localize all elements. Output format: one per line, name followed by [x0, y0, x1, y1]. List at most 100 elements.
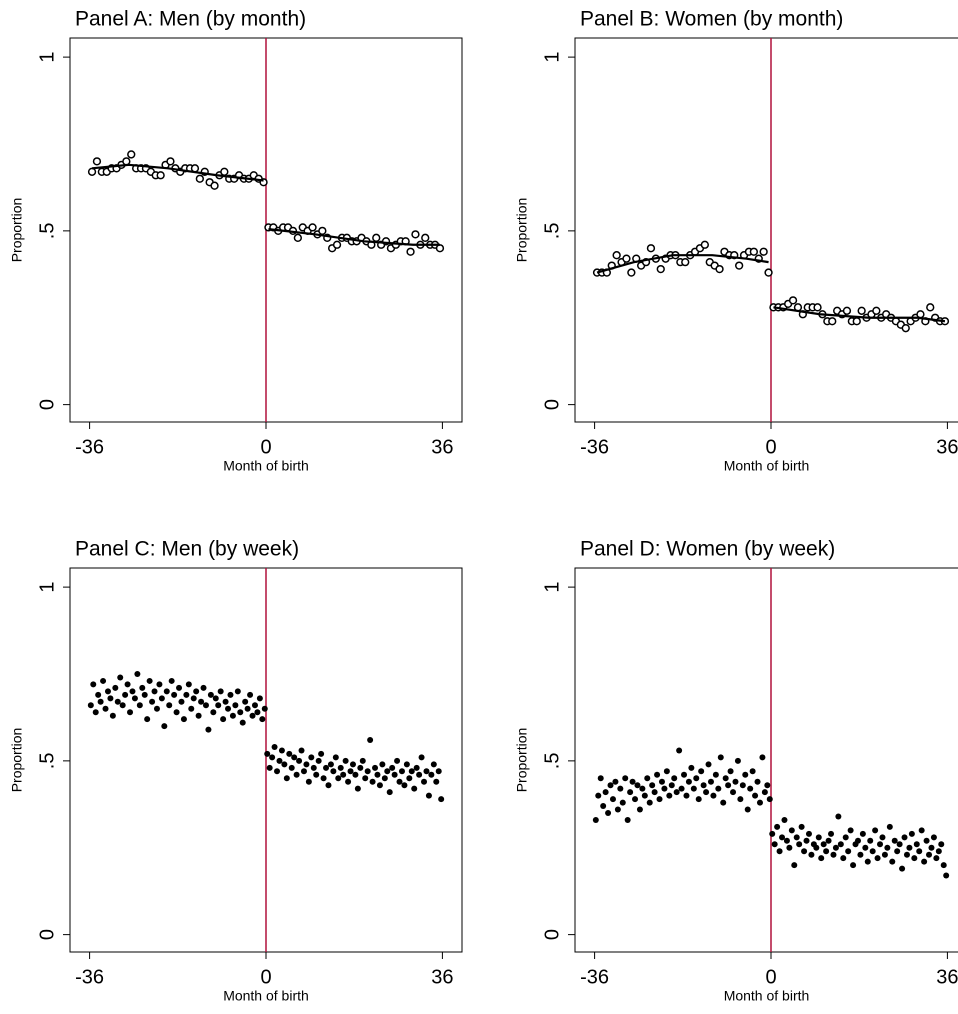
data-point [195, 174, 205, 183]
data-point [293, 233, 303, 242]
data-point [641, 792, 648, 799]
data-point [636, 806, 643, 813]
data-point [386, 789, 393, 796]
data-point [918, 827, 925, 834]
data-point [730, 789, 737, 796]
data-point [886, 823, 893, 830]
data-point [703, 789, 710, 796]
data-point [943, 872, 950, 879]
data-point [178, 698, 185, 705]
data-point [337, 764, 344, 771]
data-point [614, 806, 621, 813]
data-point [921, 858, 928, 865]
y-tick-label: 0 [36, 399, 58, 410]
data-point [327, 761, 334, 768]
data-point [430, 761, 437, 768]
data-point [774, 823, 781, 830]
data-point [421, 233, 430, 242]
data-point [930, 834, 937, 841]
data-point [261, 705, 268, 712]
data-point [656, 796, 663, 803]
y-axis-label: Proportion [514, 198, 530, 263]
data-point [112, 684, 119, 691]
panel-title: Panel D: Women (by week) [580, 538, 835, 561]
data-point [229, 712, 236, 719]
data-point [688, 764, 695, 771]
x-axis-label: Month of birth [724, 458, 810, 474]
data-point [149, 698, 156, 705]
data-point [107, 695, 114, 702]
data-point [869, 848, 876, 855]
data-point [195, 712, 202, 719]
data-point [127, 150, 136, 159]
data-point [813, 844, 820, 851]
data-point [663, 768, 670, 775]
data-point [271, 743, 278, 750]
data-point [254, 709, 261, 716]
data-point [916, 848, 923, 855]
data-point [815, 834, 822, 841]
data-point [717, 754, 724, 761]
data-point [381, 775, 388, 782]
data-point [681, 257, 690, 267]
data-point [217, 688, 224, 695]
data-point [884, 844, 891, 851]
x-tick-label: 0 [260, 966, 271, 988]
data-point [357, 764, 364, 771]
data-point [796, 841, 803, 848]
data-point [166, 702, 173, 709]
data-point [609, 796, 616, 803]
data-point [376, 782, 383, 789]
data-point [391, 771, 398, 778]
data-point [313, 771, 320, 778]
data-point [911, 855, 918, 862]
data-point [739, 782, 746, 789]
data-point [276, 757, 283, 764]
data-point [705, 761, 712, 768]
data-point [881, 851, 888, 858]
data-point [104, 688, 111, 695]
data-point [700, 240, 709, 249]
y-axis-label: Proportion [9, 198, 25, 263]
data-point [310, 764, 317, 771]
data-point [685, 778, 692, 785]
data-point [928, 844, 935, 851]
plot-frame [574, 567, 958, 953]
data-point [305, 778, 312, 785]
data-point [122, 691, 129, 698]
data-point [423, 768, 430, 775]
data-point [396, 778, 403, 785]
data-point [627, 789, 634, 796]
data-point [323, 764, 330, 771]
y-tick-label: 1 [541, 582, 563, 593]
data-point [791, 862, 798, 869]
data-point [801, 848, 808, 855]
data-point [249, 712, 256, 719]
data-point [896, 841, 903, 848]
data-point [764, 782, 771, 789]
data-point [210, 709, 217, 716]
data-point [185, 681, 192, 688]
data-point [661, 785, 668, 792]
data-point [695, 796, 702, 803]
data-point [803, 837, 810, 844]
data-point [234, 688, 241, 695]
data-point [347, 768, 354, 775]
data-point [274, 768, 281, 775]
data-point [624, 816, 631, 823]
data-point [862, 844, 869, 851]
y-tick-label: .5 [36, 223, 58, 240]
data-point [127, 709, 134, 716]
data-point [850, 862, 857, 869]
data-point [163, 688, 170, 695]
data-point [698, 768, 705, 775]
data-point [649, 782, 656, 789]
data-point [362, 775, 369, 782]
data-point [180, 716, 187, 723]
data-point [612, 251, 621, 260]
data-point [681, 771, 688, 778]
data-point [193, 688, 200, 695]
data-point [747, 785, 754, 792]
data-point [879, 834, 886, 841]
data-point [398, 768, 405, 775]
